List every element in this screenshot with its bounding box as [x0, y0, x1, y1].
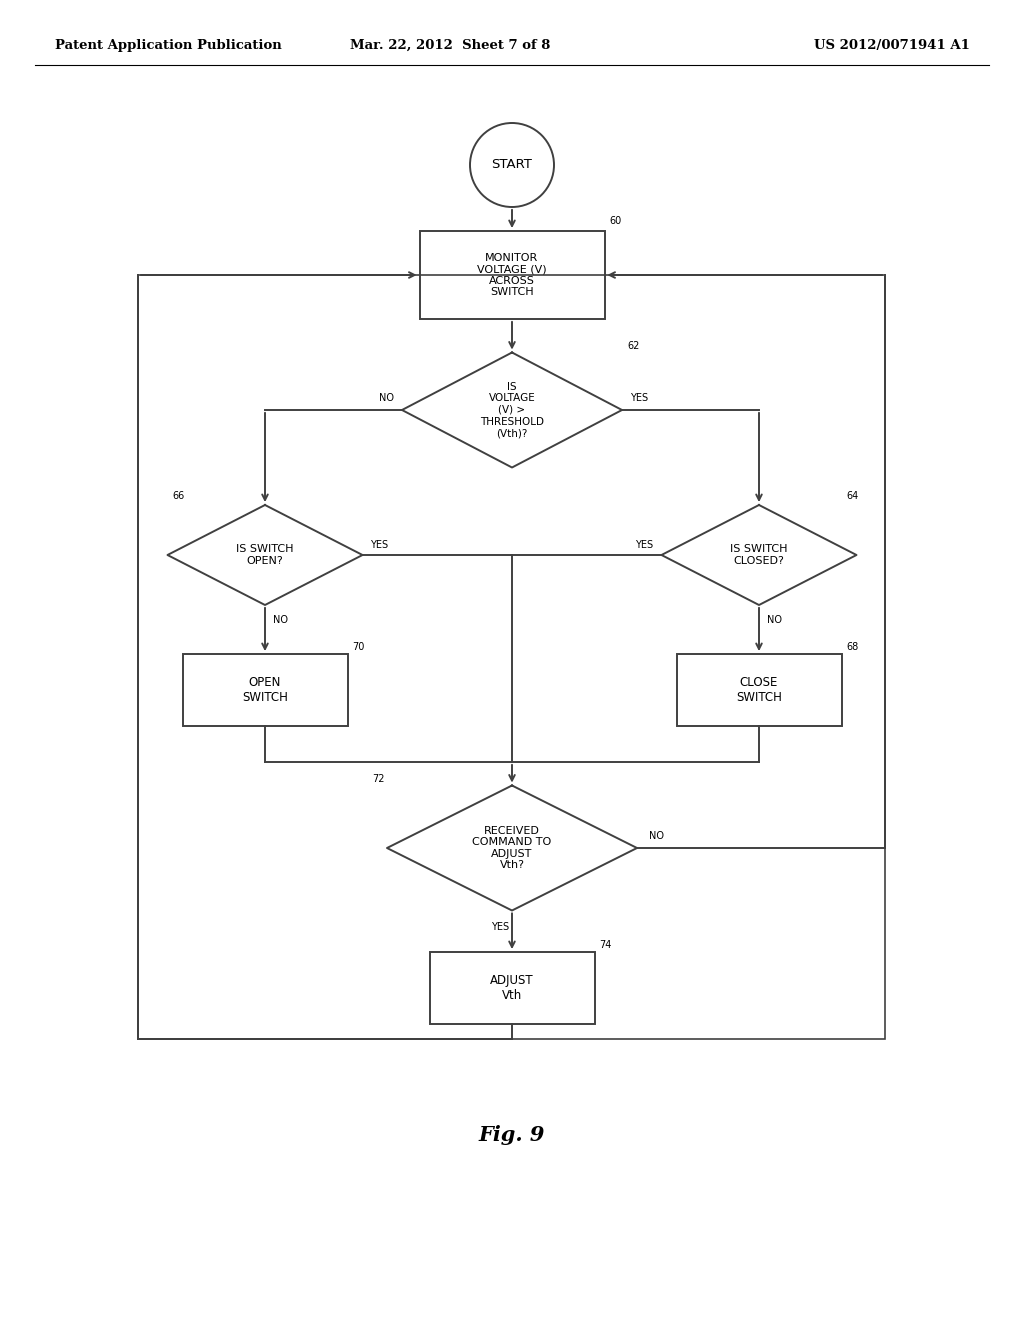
Text: US 2012/0071941 A1: US 2012/0071941 A1	[814, 38, 970, 51]
Bar	[677, 653, 842, 726]
Text: 72: 72	[372, 774, 384, 784]
Text: 60: 60	[609, 216, 622, 226]
Text: IS
VOLTAGE
(V) >
THRESHOLD
(Vth)?: IS VOLTAGE (V) > THRESHOLD (Vth)?	[480, 381, 544, 438]
Text: START: START	[492, 158, 532, 172]
Text: 64: 64	[847, 491, 859, 502]
Bar	[138, 275, 885, 1039]
Text: 66: 66	[172, 491, 184, 502]
Text: Fig. 9: Fig. 9	[479, 1125, 545, 1144]
Text: IS SWITCH
OPEN?: IS SWITCH OPEN?	[237, 544, 294, 566]
Text: YES: YES	[630, 393, 648, 403]
Text: YES: YES	[635, 540, 653, 550]
Text: ADJUST
Vth: ADJUST Vth	[490, 974, 534, 1002]
Text: 74: 74	[599, 940, 612, 950]
Text: IS SWITCH
CLOSED?: IS SWITCH CLOSED?	[730, 544, 787, 566]
Text: RECEIVED
COMMAND TO
ADJUST
Vth?: RECEIVED COMMAND TO ADJUST Vth?	[472, 825, 552, 870]
Text: 68: 68	[847, 642, 859, 652]
Text: Patent Application Publication: Patent Application Publication	[55, 38, 282, 51]
Text: YES: YES	[371, 540, 389, 550]
Text: 62: 62	[627, 341, 639, 351]
Text: MONITOR
VOLTAGE (V)
ACROSS
SWITCH: MONITOR VOLTAGE (V) ACROSS SWITCH	[477, 252, 547, 297]
Text: NO: NO	[649, 832, 664, 841]
Text: 70: 70	[352, 642, 365, 652]
Bar	[429, 952, 595, 1024]
Bar	[182, 653, 347, 726]
Text: NO: NO	[273, 615, 288, 624]
Text: NO: NO	[767, 615, 782, 624]
Text: CLOSE
SWITCH: CLOSE SWITCH	[736, 676, 782, 704]
Text: NO: NO	[379, 393, 394, 403]
Bar	[420, 231, 604, 319]
Text: OPEN
SWITCH: OPEN SWITCH	[242, 676, 288, 704]
Text: Mar. 22, 2012  Sheet 7 of 8: Mar. 22, 2012 Sheet 7 of 8	[350, 38, 550, 51]
Text: YES: YES	[490, 923, 509, 932]
